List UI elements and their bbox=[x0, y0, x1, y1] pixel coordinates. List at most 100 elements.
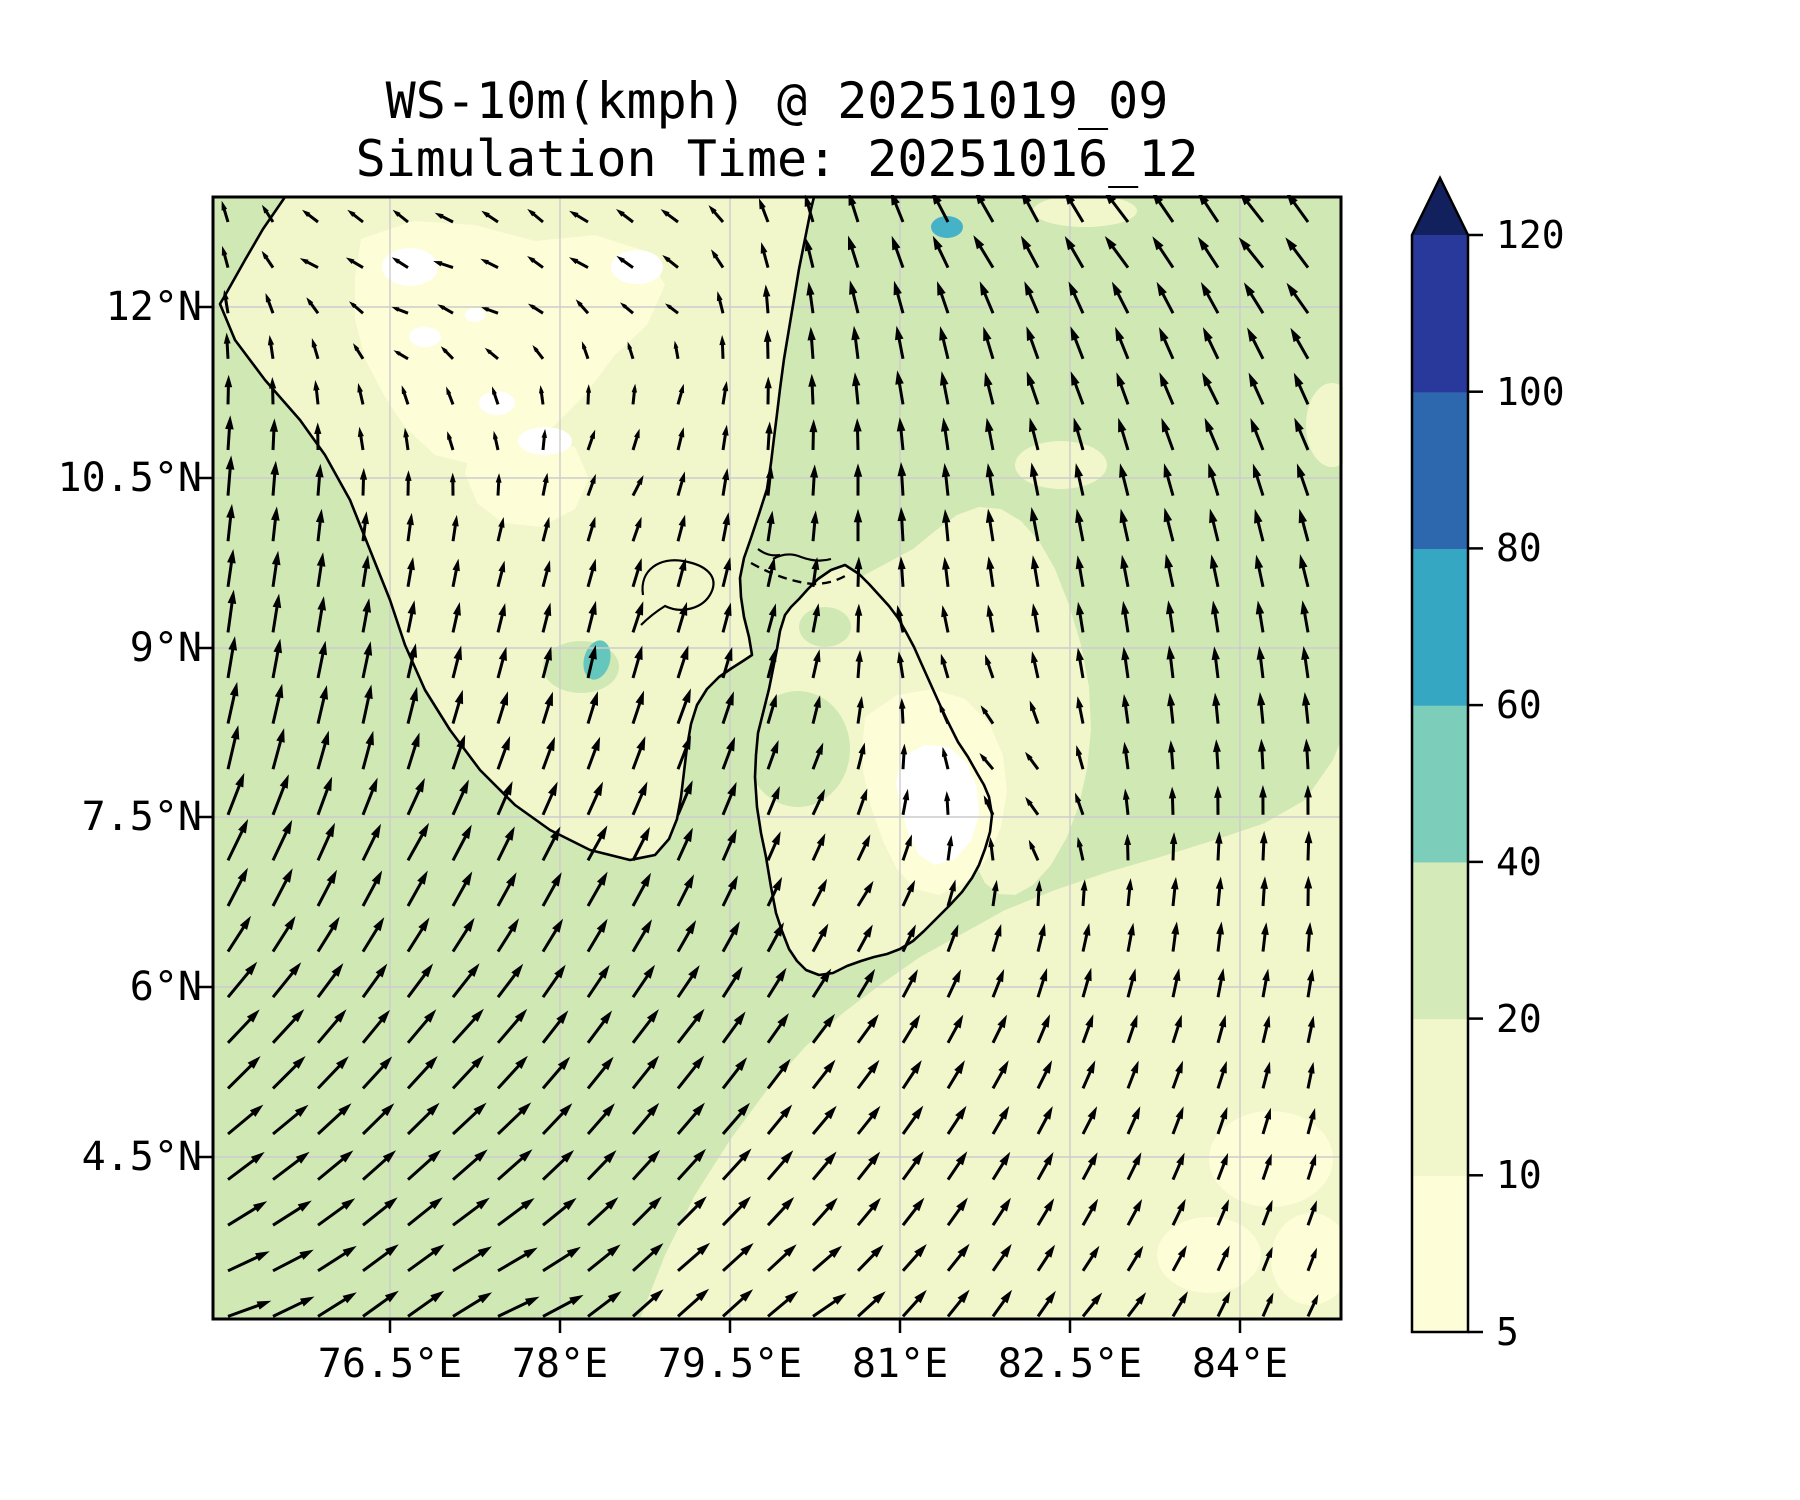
colorbar-tick-label: 120 bbox=[1496, 213, 1565, 257]
wind-arrow bbox=[1126, 922, 1135, 952]
wind-arrow bbox=[345, 257, 364, 269]
wind-arrow bbox=[1070, 326, 1085, 360]
wind-arrow bbox=[1170, 876, 1179, 907]
wind-arrow bbox=[1216, 921, 1224, 952]
wind-arrow bbox=[721, 1102, 750, 1135]
wind-arrow bbox=[980, 705, 995, 725]
wind-arrow bbox=[586, 1056, 614, 1090]
wind-arrow bbox=[946, 1151, 968, 1181]
wind-arrow bbox=[721, 1148, 752, 1181]
wind-arrow bbox=[586, 736, 601, 770]
wind-arrow bbox=[226, 772, 245, 816]
wind-arrow bbox=[1261, 1107, 1271, 1135]
wind-arrow bbox=[587, 1244, 621, 1272]
wind-arrow bbox=[272, 1296, 315, 1318]
wind-arrow bbox=[1212, 692, 1221, 724]
wind-arrow bbox=[1214, 785, 1222, 815]
wind-arrow bbox=[766, 648, 777, 679]
wind-arrow bbox=[569, 210, 589, 224]
wind-arrow bbox=[631, 690, 644, 725]
wind-arrow bbox=[1168, 786, 1177, 815]
wind-arrow bbox=[810, 510, 819, 542]
wind-arrow bbox=[1166, 645, 1175, 679]
wind-arrow bbox=[901, 880, 916, 907]
wind-arrow bbox=[496, 918, 519, 953]
wind-arrow bbox=[272, 1104, 309, 1136]
wind-arrow bbox=[991, 1197, 1011, 1227]
wind-arrow bbox=[542, 1246, 581, 1273]
wind-arrow bbox=[1304, 830, 1313, 861]
wind-arrow bbox=[1304, 875, 1313, 907]
wind-arrow bbox=[973, 235, 995, 269]
wind-arrow bbox=[1208, 463, 1220, 497]
wind-arrow bbox=[631, 1149, 661, 1181]
wind-arrow bbox=[811, 1197, 838, 1227]
wind-arrow bbox=[811, 1059, 836, 1090]
wind-arrow bbox=[1167, 740, 1176, 770]
wind-arrow bbox=[631, 919, 652, 953]
wind-arrow bbox=[1298, 508, 1310, 542]
wind-arrow bbox=[226, 867, 248, 907]
wind-arrow bbox=[721, 829, 737, 862]
colorbar-segment bbox=[1412, 705, 1468, 863]
wind-arrow bbox=[809, 419, 818, 451]
wind-arrow bbox=[1293, 372, 1310, 406]
wind-arrow bbox=[586, 871, 608, 907]
wind-arrow bbox=[1076, 601, 1085, 633]
wind-arrow bbox=[1036, 1106, 1053, 1135]
wind-arrow bbox=[1156, 281, 1175, 314]
wind-arrow bbox=[1303, 738, 1311, 770]
wind-arrow bbox=[299, 258, 319, 269]
wind-arrow bbox=[437, 304, 454, 315]
wind-arrow bbox=[631, 1243, 664, 1272]
wind-arrow bbox=[856, 1291, 886, 1318]
wind-arrow bbox=[983, 326, 995, 360]
wind-arrow bbox=[901, 1151, 924, 1181]
wind-arrow bbox=[361, 1056, 393, 1090]
wind-arrow bbox=[405, 470, 412, 496]
wind-arrow bbox=[1035, 880, 1043, 907]
wind-arrow bbox=[451, 602, 461, 633]
wind-arrow bbox=[721, 781, 737, 816]
wind-arrow bbox=[856, 788, 868, 816]
wind-arrow bbox=[227, 1104, 264, 1136]
wind-arrow bbox=[1300, 600, 1310, 633]
wind-arrow bbox=[676, 735, 691, 770]
colorbar-segment bbox=[1412, 1175, 1468, 1333]
wind-arrow bbox=[1202, 327, 1220, 360]
wind-arrow bbox=[1202, 372, 1220, 406]
wind-arrow bbox=[451, 645, 462, 679]
wind-arrow bbox=[393, 350, 409, 361]
wind-arrow bbox=[1306, 1294, 1319, 1318]
wind-arrow bbox=[1261, 1199, 1273, 1226]
wind-arrow bbox=[1305, 922, 1314, 952]
colorbar-segment bbox=[1412, 391, 1468, 549]
wind-arrow bbox=[676, 780, 693, 816]
wind-arrow bbox=[853, 463, 863, 496]
wind-arrow bbox=[1171, 1106, 1184, 1135]
wind-arrow bbox=[856, 968, 876, 998]
wind-arrow bbox=[481, 307, 499, 315]
wind-arrow bbox=[1121, 646, 1130, 679]
wind-arrow bbox=[946, 1197, 968, 1227]
wind-arrow bbox=[985, 463, 995, 496]
wind-arrow bbox=[224, 374, 233, 405]
wind-arrow bbox=[852, 372, 861, 405]
wind-arrow bbox=[434, 212, 454, 224]
wind-arrow bbox=[895, 325, 905, 360]
wind-arrow bbox=[392, 209, 409, 224]
wind-arrow bbox=[361, 1103, 395, 1136]
wind-arrow bbox=[856, 1014, 879, 1044]
wind-arrow bbox=[901, 969, 918, 998]
wind-arrow bbox=[1171, 1152, 1185, 1181]
wind-arrow bbox=[676, 1148, 706, 1181]
wind-arrow bbox=[225, 415, 234, 451]
wind-arrow bbox=[226, 915, 251, 953]
wind-arrow bbox=[631, 558, 642, 588]
wind-arrow bbox=[721, 1057, 748, 1090]
wind-arrow bbox=[496, 1102, 532, 1136]
wind-arrow bbox=[1197, 236, 1220, 269]
wind-arrow bbox=[527, 303, 544, 315]
wind-arrow bbox=[496, 963, 524, 999]
